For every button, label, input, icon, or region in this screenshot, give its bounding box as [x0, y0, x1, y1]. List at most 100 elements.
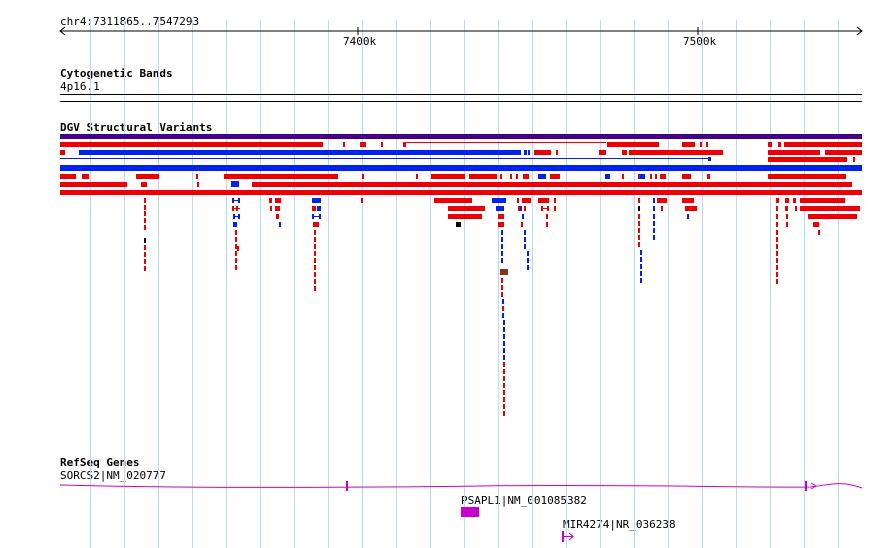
- variant-feature[interactable]: [314, 258, 316, 263]
- variant-feature[interactable]: [638, 198, 640, 203]
- variant-feature[interactable]: [622, 150, 627, 155]
- variant-feature[interactable]: [517, 198, 519, 203]
- variant-feature[interactable]: [605, 174, 610, 179]
- variant-feature[interactable]: [503, 362, 505, 367]
- variant-feature[interactable]: [682, 198, 694, 203]
- variant-feature[interactable]: [314, 272, 316, 277]
- variant-feature[interactable]: [554, 206, 556, 211]
- variant-feature[interactable]: [639, 174, 640, 179]
- variant-feature[interactable]: [556, 150, 558, 155]
- variant-feature[interactable]: [60, 174, 76, 179]
- variant-feature[interactable]: [361, 198, 363, 203]
- variant-feature[interactable]: [778, 142, 781, 147]
- variant-feature[interactable]: [776, 265, 778, 270]
- variant-feature[interactable]: [776, 214, 778, 219]
- variant-feature[interactable]: [599, 150, 606, 155]
- variant-feature[interactable]: [653, 228, 655, 233]
- variant-feature[interactable]: [235, 237, 237, 242]
- variant-feature[interactable]: [518, 206, 520, 211]
- variant-feature[interactable]: [776, 237, 778, 242]
- variant-feature[interactable]: [448, 206, 485, 211]
- variant-feature[interactable]: [238, 198, 240, 203]
- variant-feature[interactable]: [233, 216, 240, 217]
- variant-feature[interactable]: [776, 272, 778, 277]
- variant-feature[interactable]: [312, 216, 321, 217]
- variant-feature[interactable]: [503, 404, 505, 409]
- variant-feature[interactable]: [638, 206, 640, 211]
- variant-feature[interactable]: [510, 174, 512, 179]
- variant-feature[interactable]: [60, 165, 862, 171]
- variant-feature[interactable]: [501, 251, 503, 256]
- variant-feature[interactable]: [500, 269, 508, 275]
- variant-feature[interactable]: [501, 292, 503, 297]
- variant-feature[interactable]: [786, 214, 788, 219]
- variant-feature[interactable]: [784, 142, 862, 147]
- variant-feature[interactable]: [60, 190, 862, 195]
- variant-feature[interactable]: [279, 222, 281, 227]
- variant-feature[interactable]: [776, 251, 778, 256]
- variant-feature[interactable]: [776, 198, 779, 203]
- variant-feature[interactable]: [503, 411, 505, 416]
- variant-feature[interactable]: [520, 206, 522, 211]
- variant-feature[interactable]: [314, 286, 316, 291]
- variant-feature[interactable]: [502, 306, 504, 311]
- variant-feature[interactable]: [527, 258, 529, 263]
- variant-feature[interactable]: [144, 245, 146, 250]
- variant-feature[interactable]: [236, 206, 238, 211]
- variant-feature[interactable]: [708, 157, 711, 161]
- variant-feature[interactable]: [144, 218, 146, 223]
- variant-feature[interactable]: [314, 251, 316, 256]
- variant-feature[interactable]: [362, 174, 364, 179]
- variant-feature[interactable]: [403, 142, 406, 147]
- variant-feature[interactable]: [622, 174, 624, 179]
- variant-feature[interactable]: [416, 174, 418, 179]
- variant-feature[interactable]: [275, 206, 280, 211]
- variant-feature[interactable]: [144, 225, 146, 230]
- variant-feature[interactable]: [653, 198, 655, 203]
- variant-feature[interactable]: [313, 222, 319, 227]
- variant-feature[interactable]: [503, 369, 505, 374]
- variant-feature[interactable]: [687, 214, 689, 219]
- variant-feature[interactable]: [314, 279, 316, 284]
- variant-feature[interactable]: [492, 198, 506, 203]
- variant-feature[interactable]: [685, 206, 697, 211]
- variant-feature[interactable]: [503, 341, 505, 346]
- gene-psapl1-exon[interactable]: [461, 507, 479, 517]
- variant-feature[interactable]: [768, 142, 772, 147]
- variant-feature[interactable]: [776, 244, 778, 249]
- variant-feature[interactable]: [653, 214, 655, 219]
- variant-feature[interactable]: [235, 258, 237, 263]
- gene-label-mir4274[interactable]: MIR4274|NR_036238: [563, 518, 676, 531]
- variant-feature[interactable]: [524, 237, 526, 242]
- variant-feature[interactable]: [314, 265, 316, 270]
- variant-feature[interactable]: [231, 181, 239, 187]
- variant-feature[interactable]: [682, 174, 691, 179]
- variant-feature[interactable]: [501, 285, 503, 290]
- variant-feature[interactable]: [550, 174, 560, 179]
- variant-feature[interactable]: [546, 214, 548, 219]
- variant-feature[interactable]: [524, 244, 526, 249]
- variant-feature[interactable]: [314, 237, 316, 242]
- variant-feature[interactable]: [60, 150, 62, 155]
- variant-feature[interactable]: [793, 198, 796, 203]
- variant-feature[interactable]: [547, 206, 549, 211]
- variant-feature[interactable]: [498, 214, 504, 219]
- variant-feature[interactable]: [314, 244, 316, 249]
- variant-feature[interactable]: [706, 142, 708, 147]
- variant-feature[interactable]: [235, 265, 237, 270]
- variant-feature[interactable]: [144, 259, 146, 264]
- variant-feature[interactable]: [768, 150, 820, 155]
- variant-feature[interactable]: [640, 250, 642, 255]
- cytoband-bar[interactable]: [60, 94, 862, 102]
- variant-feature[interactable]: [800, 198, 845, 203]
- variant-feature[interactable]: [503, 383, 505, 388]
- variant-feature[interactable]: [655, 174, 657, 179]
- variant-feature[interactable]: [469, 174, 497, 179]
- variant-feature[interactable]: [496, 206, 504, 211]
- variant-feature[interactable]: [503, 355, 505, 360]
- variant-feature[interactable]: [503, 348, 505, 353]
- variant-feature[interactable]: [538, 198, 549, 203]
- gene-label-sorcs2[interactable]: SORCS2|NM_020777: [60, 469, 166, 482]
- variant-feature[interactable]: [825, 150, 862, 155]
- gene-sorcs2-exon[interactable]: [346, 481, 348, 491]
